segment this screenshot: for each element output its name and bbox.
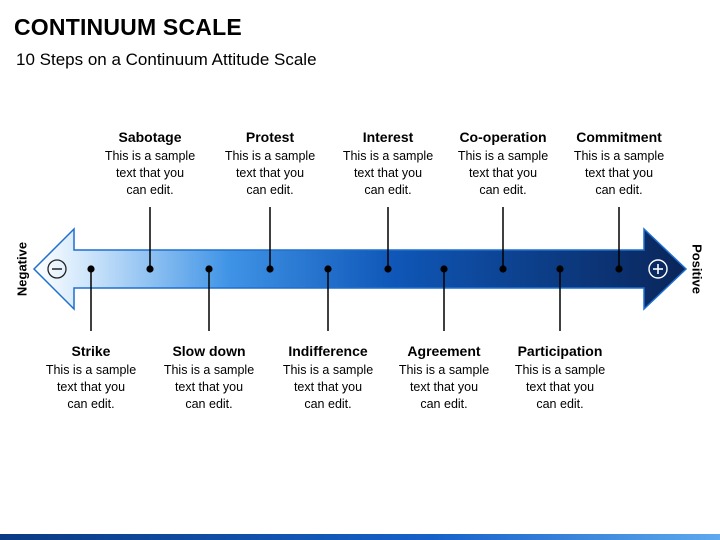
continuum-arrow — [32, 227, 688, 311]
step-label: Commitment — [576, 129, 662, 145]
step-description: This is a sample text that you can edit. — [573, 149, 665, 197]
step-description: This is a sample text that you can edit. — [163, 363, 255, 411]
step-dot — [87, 265, 95, 273]
step-description: This is a sample text that you can edit. — [342, 149, 434, 197]
step-label: Indifference — [288, 343, 368, 359]
step-dot — [384, 265, 392, 273]
bottom-accent-bar — [0, 534, 720, 540]
step-dot — [324, 265, 332, 273]
step-2: Sabotage This is a sample text that you c… — [90, 128, 210, 199]
step-label: Interest — [362, 129, 414, 145]
step-10: Commitment This is a sample text that you… — [559, 128, 679, 199]
step-dot — [146, 265, 154, 273]
step-1: Strike This is a sample text that you can… — [31, 342, 151, 413]
step-dot — [556, 265, 564, 273]
step-7: Agreement This is a sample text that you … — [384, 342, 504, 413]
step-dot — [266, 265, 274, 273]
step-6: Interest This is a sample text that you c… — [328, 128, 448, 199]
step-4: Protest This is a sample text that you ca… — [210, 128, 330, 199]
page-title: CONTINUUM SCALE — [14, 14, 242, 40]
step-label: Participation — [517, 343, 603, 359]
step-label: Agreement — [407, 343, 481, 359]
step-label: Strike — [71, 343, 111, 359]
step-3: Slow down This is a sample text that you … — [149, 342, 269, 413]
step-description: This is a sample text that you can edit. — [457, 149, 549, 197]
step-8: Co-operation This is a sample text that y… — [443, 128, 563, 199]
page-subtitle: 10 Steps on a Continuum Attitude Scale — [16, 50, 317, 69]
step-description: This is a sample text that you can edit. — [224, 149, 316, 197]
positive-label: Positive — [689, 244, 705, 294]
step-label: Co-operation — [459, 129, 547, 145]
step-label: Sabotage — [118, 129, 182, 145]
step-dot — [205, 265, 213, 273]
step-dot — [499, 265, 507, 273]
step-description: This is a sample text that you can edit. — [45, 363, 137, 411]
step-5: Indifference This is a sample text that y… — [268, 342, 388, 413]
negative-label: Negative — [14, 241, 30, 297]
step-9: Participation This is a sample text that … — [500, 342, 620, 413]
step-label: Slow down — [172, 343, 246, 359]
plus-icon — [648, 259, 668, 279]
minus-icon — [47, 259, 67, 279]
step-description: This is a sample text that you can edit. — [398, 363, 490, 411]
step-label: Protest — [245, 129, 295, 145]
step-dot — [440, 265, 448, 273]
step-description: This is a sample text that you can edit. — [282, 363, 374, 411]
step-description: This is a sample text that you can edit. — [514, 363, 606, 411]
step-dot — [615, 265, 623, 273]
step-description: This is a sample text that you can edit. — [104, 149, 196, 197]
